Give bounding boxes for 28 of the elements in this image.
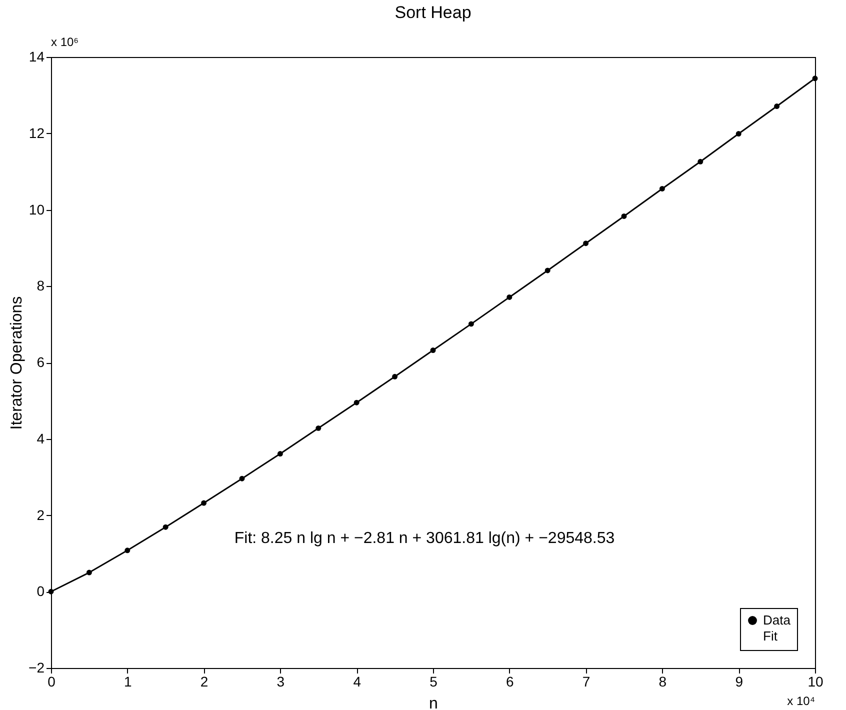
text: x 10⁶: [51, 35, 79, 49]
text: x 10⁴: [787, 694, 815, 708]
text: Fit: [763, 628, 778, 644]
annotation: Fit: 8.25 n lg n + −2.81 n + 3061.81 lg(n) + −29548.53: [234, 530, 615, 547]
y-tick-label: 2: [36, 506, 45, 523]
y-tick-label: 4: [36, 430, 45, 446]
y-tick-label: 0: [36, 583, 45, 600]
x-tick-label: 7: [582, 674, 590, 690]
y-tick-label: 14: [28, 48, 45, 64]
y-tick-label: 8: [36, 278, 45, 294]
y-tick-label: 6: [36, 354, 45, 370]
x-tick-label: 5: [430, 674, 438, 690]
y-tick-label: −2: [28, 660, 45, 676]
y-tick-label: 12: [28, 124, 45, 141]
x-axis-title: n: [429, 696, 438, 710]
chart-title: Sort Heap: [394, 3, 472, 22]
x-tick-label: 1: [124, 674, 132, 690]
x-tick-label: 10: [808, 674, 824, 690]
legend-label: Data: [763, 612, 792, 628]
x-tick-label: 0: [48, 674, 56, 690]
y-axis-title: Iterator Operations: [8, 296, 26, 430]
y-tick-label: 10: [28, 201, 45, 218]
x-tick-label: 6: [506, 674, 514, 690]
x-tick-label: 2: [200, 674, 208, 690]
x-tick-label: 4: [353, 674, 362, 690]
x-tick-label: 3: [276, 674, 285, 690]
x-tick-label: 8: [658, 674, 667, 690]
x-tick-label: 9: [735, 674, 744, 690]
